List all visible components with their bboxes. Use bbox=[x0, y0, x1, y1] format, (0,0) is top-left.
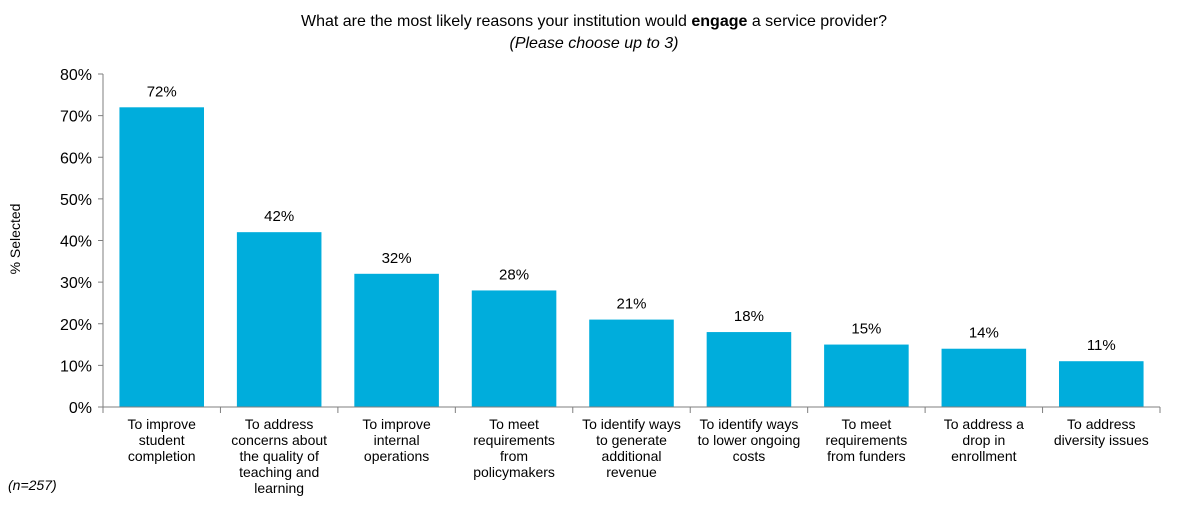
chart-title-suffix: a service provider? bbox=[747, 13, 888, 30]
y-tick-label: 20% bbox=[60, 317, 92, 334]
y-axis-label: % Selected bbox=[7, 204, 23, 275]
x-category-label: To address a drop in enrollment bbox=[944, 416, 1024, 464]
bar bbox=[589, 319, 674, 407]
bar-value-label: 28% bbox=[499, 266, 529, 283]
y-axis: 0% 10% 20% 30% 40% 50% 60% 70% 80% bbox=[60, 67, 104, 417]
x-category-label: To improve internal operations bbox=[362, 416, 431, 464]
y-tick-label: 10% bbox=[60, 358, 92, 375]
bar bbox=[471, 290, 557, 407]
x-category-label: To improve student completion bbox=[127, 416, 196, 464]
x-category-label: To meet requirements from funders bbox=[826, 416, 908, 464]
chart-title: What are the most likely reasons your in… bbox=[0, 13, 1188, 31]
x-category-label: To address concerns about the quality of te… bbox=[231, 416, 327, 496]
bar bbox=[119, 107, 205, 408]
bar-value-label: 32% bbox=[382, 250, 412, 267]
bar bbox=[706, 332, 792, 407]
bar-value-label: 18% bbox=[734, 308, 764, 325]
y-tick-label: 50% bbox=[60, 192, 92, 209]
bar-value-label: 11% bbox=[1087, 337, 1116, 354]
x-axis: To improve student completion To address con… bbox=[102, 406, 1161, 496]
bar-value-label: 21% bbox=[616, 296, 646, 313]
y-tick-label: 30% bbox=[60, 275, 92, 292]
x-category-label: To identify ways to generate additional rev… bbox=[582, 416, 681, 480]
sample-size-note: (n=257) bbox=[8, 477, 57, 493]
bar bbox=[941, 348, 1027, 407]
y-tick-label: 80% bbox=[60, 67, 92, 84]
y-tick-label: 40% bbox=[60, 234, 92, 251]
bar bbox=[1058, 361, 1144, 407]
y-tick-label: 0% bbox=[69, 400, 92, 417]
bar-value-label: 42% bbox=[264, 208, 294, 225]
bar bbox=[236, 232, 322, 407]
bars: 72% 42% 32% 28% 21% 18% 15% 14% 11% bbox=[119, 83, 1144, 408]
chart-subtitle: (Please choose up to 3) bbox=[509, 35, 679, 52]
bar bbox=[354, 273, 439, 407]
bar bbox=[824, 344, 909, 407]
x-category-label: To meet requirements from policymakers bbox=[473, 416, 555, 480]
chart-title-prefix: What are the most likely reasons your in… bbox=[300, 13, 692, 30]
chart-title-emphasis: engage bbox=[691, 13, 748, 30]
bar-value-label: 14% bbox=[969, 325, 999, 342]
bar-value-label: 15% bbox=[851, 321, 881, 338]
y-tick-label: 70% bbox=[60, 109, 92, 126]
bar-value-label: 72% bbox=[147, 83, 177, 100]
x-category-label: To address diversity issues bbox=[1054, 416, 1149, 448]
x-category-label: To identify ways to lower ongoing costs bbox=[698, 416, 801, 464]
y-tick-label: 60% bbox=[60, 150, 92, 167]
